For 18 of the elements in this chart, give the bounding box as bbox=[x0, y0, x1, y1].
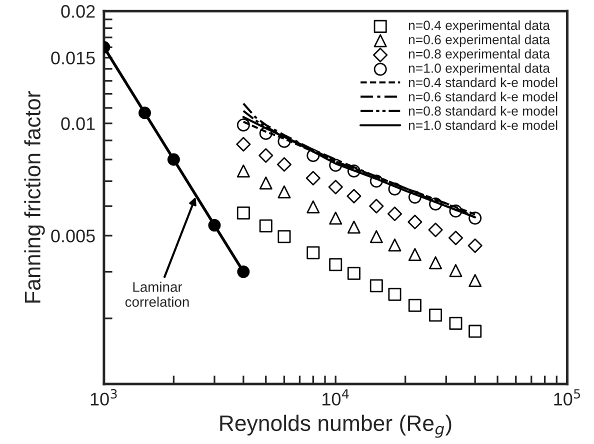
x-tick-label: 10$^{5}$ bbox=[554, 389, 580, 406]
legend-label: n=0.4 experimental data bbox=[408, 20, 550, 33]
legend-label: n=0.8 standard k-e model bbox=[408, 106, 558, 116]
y-axis-title: Fanning friction factor bbox=[24, 91, 45, 303]
x-tick-label: 10$^{3}$ bbox=[90, 389, 117, 406]
annotation: Laminar correlation bbox=[125, 282, 189, 307]
legend-label: n=1.0 experimental data bbox=[408, 63, 550, 76]
legend-label: n=0.4 standard k-e model bbox=[408, 77, 558, 88]
x-tick-label: 10$^{4}$ bbox=[322, 389, 349, 406]
y-tick-label: 0.01 bbox=[61, 117, 95, 130]
legend-label: n=0.6 standard k-e model bbox=[408, 92, 558, 102]
legend-label: n=1.0 standard k-e model bbox=[408, 120, 558, 130]
y-tick-label: 0.005 bbox=[51, 230, 95, 242]
y-tick-label: 0.015 bbox=[51, 52, 95, 64]
y-tick-label: 0.02 bbox=[61, 5, 95, 18]
legend-label: n=0.6 experimental data bbox=[408, 34, 550, 47]
legend-label: n=0.8 experimental data bbox=[408, 48, 550, 62]
x-axis-title: Reynolds number (Re$_{g}$) bbox=[220, 414, 452, 438]
